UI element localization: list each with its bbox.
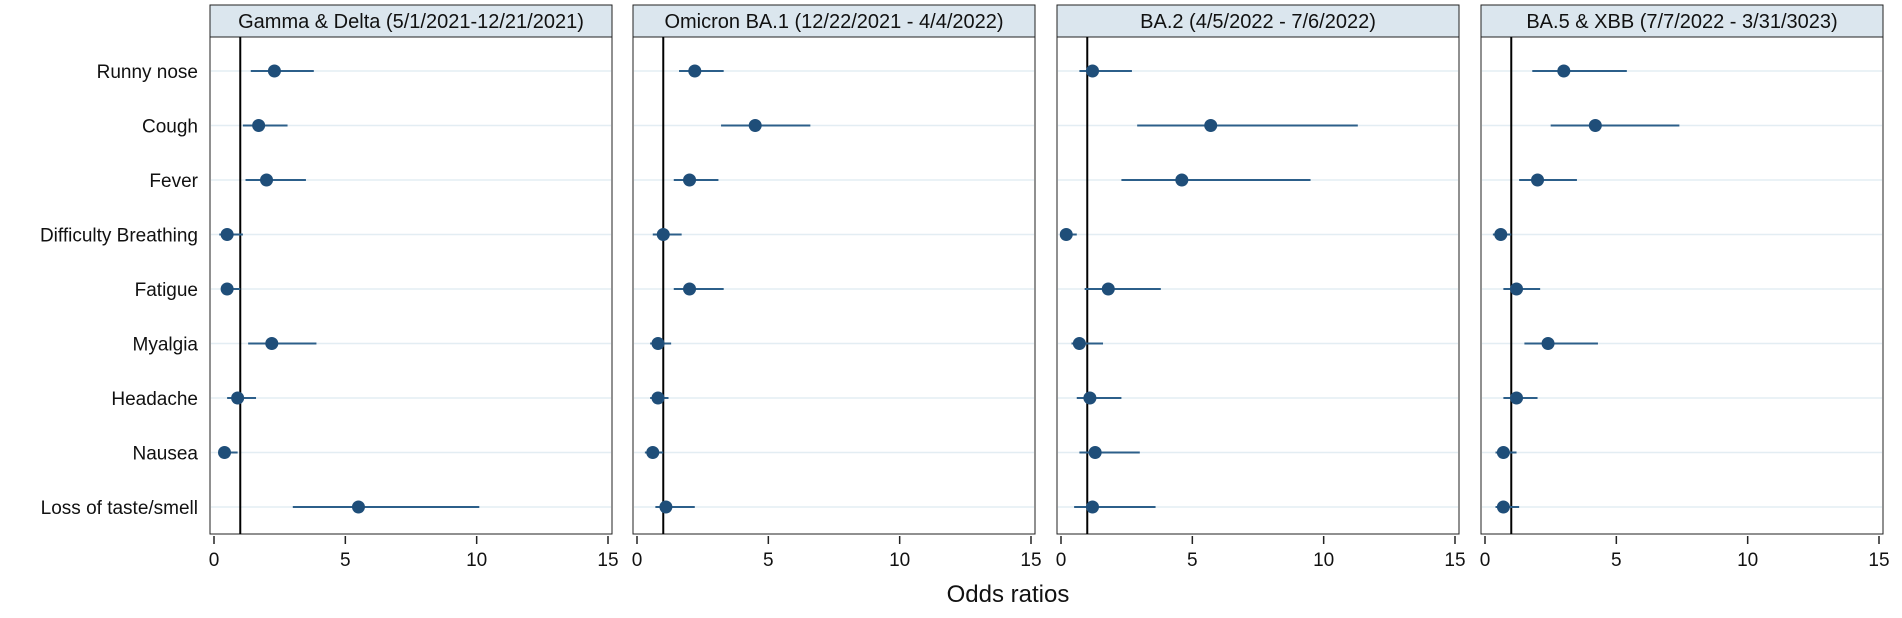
x-tick-label: 5 xyxy=(1187,550,1198,571)
panel-title: Omicron BA.1 (12/22/2021 - 4/4/2022) xyxy=(664,11,1003,33)
point-fatigue xyxy=(1101,282,1115,296)
point-difficulty-breathing xyxy=(220,228,234,241)
point-fever xyxy=(683,173,697,187)
x-tick-label: 10 xyxy=(1313,550,1334,571)
point-runny-nose xyxy=(688,64,702,78)
plot-frame xyxy=(1480,36,1884,535)
x-tick-label: 5 xyxy=(1611,550,1622,571)
panel-title: Gamma & Delta (5/1/2021-12/21/2021) xyxy=(238,11,584,33)
point-fever xyxy=(260,173,274,187)
point-fatigue xyxy=(683,282,697,296)
row-label-myalgia: Myalgia xyxy=(133,335,199,356)
row-label-headache: Headache xyxy=(111,389,198,410)
point-difficulty-breathing xyxy=(656,228,670,241)
panel-title-strip xyxy=(1480,4,1884,38)
point-myalgia xyxy=(265,337,279,350)
plot-frame xyxy=(1056,36,1460,535)
row-label-fatigue: Fatigue xyxy=(135,280,198,301)
point-runny-nose xyxy=(267,64,281,78)
point-difficulty-breathing xyxy=(1059,228,1073,241)
point-runny-nose xyxy=(1086,64,1100,78)
point-loss-of-taste-smell xyxy=(351,500,365,514)
panel-title: BA.5 & XBB (7/7/2022 - 3/31/3023) xyxy=(1526,11,1837,33)
point-fever xyxy=(1531,173,1545,187)
x-tick-label: 15 xyxy=(1868,550,1889,571)
point-runny-nose xyxy=(1557,64,1571,78)
x-tick-label: 15 xyxy=(1020,550,1041,571)
panel-title-strip xyxy=(1056,4,1460,38)
row-label-difficulty-breathing: Difficulty Breathing xyxy=(40,226,198,247)
point-fever xyxy=(1175,173,1189,187)
panel-title-strip xyxy=(632,4,1036,38)
point-headache xyxy=(231,391,245,405)
plot-frame xyxy=(209,36,613,535)
point-nausea xyxy=(1088,446,1102,459)
point-fatigue xyxy=(220,282,234,296)
point-cough xyxy=(252,119,266,132)
x-tick-label: 5 xyxy=(763,550,774,571)
x-tick-label: 0 xyxy=(1056,550,1067,571)
row-labels: Runny nose Cough Fever Difficulty Breathing… xyxy=(40,62,199,519)
point-nausea xyxy=(218,446,232,459)
point-cough xyxy=(1204,119,1218,132)
x-tick-label: 10 xyxy=(466,550,487,571)
point-headache xyxy=(1083,391,1097,405)
x-tick-label: 10 xyxy=(1737,550,1758,571)
row-label-fever: Fever xyxy=(149,171,198,192)
x-tick-label: 15 xyxy=(1444,550,1465,571)
point-difficulty-breathing xyxy=(1494,228,1508,241)
panel-title-strip xyxy=(209,4,613,38)
panel-title: BA.2 (4/5/2022 - 7/6/2022) xyxy=(1140,11,1376,33)
row-label-loss-of-taste-smell: Loss of taste/smell xyxy=(41,498,198,519)
point-loss-of-taste-smell xyxy=(659,500,673,514)
point-myalgia xyxy=(1072,337,1086,350)
x-axis-title: Odds ratios xyxy=(947,581,1070,608)
x-tick-label: 15 xyxy=(597,550,618,571)
plot-frame xyxy=(632,36,1036,535)
panel-1: Gamma & Delta (5/1/2021-12/21/2021) 0 5 10 1… xyxy=(209,4,619,571)
point-loss-of-taste-smell xyxy=(1086,500,1100,514)
row-label-nausea: Nausea xyxy=(133,444,199,465)
x-tick-label: 10 xyxy=(889,550,910,571)
point-cough xyxy=(1588,119,1602,132)
point-loss-of-taste-smell xyxy=(1496,500,1510,514)
panel-4: BA.5 & XBB (7/7/2022 - 3/31/3023) 0 5 10 15 xyxy=(1480,4,1890,571)
x-tick-label: 0 xyxy=(1480,550,1491,571)
point-headache xyxy=(1510,391,1524,405)
panels: Gamma & Delta (5/1/2021-12/21/2021) 0 5 10 1… xyxy=(209,4,1890,571)
row-label-cough: Cough xyxy=(142,117,198,138)
x-tick-label: 5 xyxy=(340,550,351,571)
point-nausea xyxy=(1496,446,1510,459)
row-label-runny-nose: Runny nose xyxy=(97,62,198,83)
point-cough xyxy=(748,119,762,132)
point-myalgia xyxy=(651,337,665,350)
panel-3: BA.2 (4/5/2022 - 7/6/2022) 0 5 10 15 xyxy=(1056,4,1466,571)
x-tick-label: 0 xyxy=(209,550,220,571)
point-nausea xyxy=(646,446,660,459)
point-headache xyxy=(651,391,665,405)
x-tick-label: 0 xyxy=(632,550,643,571)
point-fatigue xyxy=(1510,282,1524,296)
point-myalgia xyxy=(1541,337,1555,350)
panel-2: Omicron BA.1 (12/22/2021 - 4/4/2022) 0 5 10… xyxy=(632,4,1042,571)
